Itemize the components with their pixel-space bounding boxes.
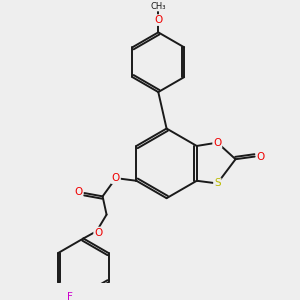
Text: CH₃: CH₃ — [151, 2, 166, 11]
Text: O: O — [74, 188, 83, 197]
Text: O: O — [112, 173, 120, 183]
Text: O: O — [154, 15, 162, 25]
Text: O: O — [213, 138, 221, 148]
Text: F: F — [67, 292, 73, 300]
Text: O: O — [94, 227, 102, 238]
Text: S: S — [214, 178, 220, 188]
Text: O: O — [256, 152, 265, 162]
